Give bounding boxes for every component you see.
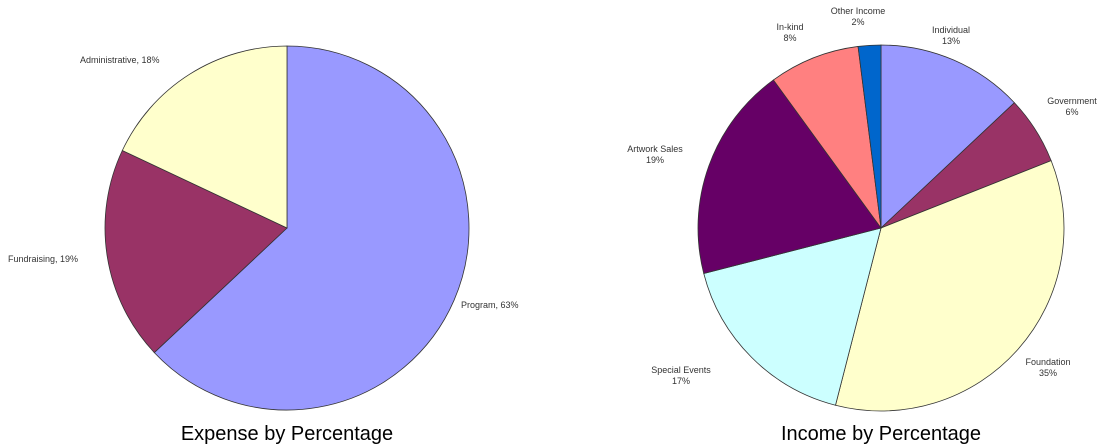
income-pie-chart: Individual 13% Government 6% Foundation 35% Sp… [627, 6, 1097, 445]
expense-chart-title: Expense by Percentage [181, 423, 393, 445]
expense-label-program: Program, 63% [461, 300, 519, 310]
income-chart-title: Income by Percentage [781, 423, 981, 445]
income-label-in-kind: In-kind 8% [776, 22, 803, 43]
income-slice-labels: Individual 13% Government 6% Foundation 35% Sp… [627, 6, 1097, 386]
income-label-government: Government 6% [1047, 96, 1097, 117]
expense-slice-program [153, 45, 470, 411]
income-label-foundation: Foundation 35% [1025, 357, 1070, 378]
expense-slice-fundraising [104, 149, 288, 354]
income-slice-in-kind [772, 45, 882, 229]
expense-pie-chart: Program, 63% Fundraising, 19% Administrati… [8, 45, 519, 445]
expense-label-fundraising: Fundraising, 19% [8, 254, 78, 264]
income-slice-foundation [835, 160, 1065, 412]
expense-slice-administrative [121, 45, 288, 229]
expense-slice-labels: Program, 63% Fundraising, 19% Administrati… [8, 55, 519, 310]
income-slices [697, 44, 1065, 412]
income-slice-artwork-sales [697, 79, 882, 274]
income-label-individual: Individual 13% [932, 25, 970, 46]
income-slice-other-income [857, 44, 882, 229]
income-label-other-income: Other Income 2% [831, 6, 886, 27]
income-slice-special-events [703, 227, 882, 406]
income-slice-individual [880, 44, 1015, 229]
income-label-special-events: Special Events 17% [651, 365, 711, 386]
expense-slices [104, 45, 470, 411]
expense-label-administrative: Administrative, 18% [80, 55, 160, 65]
income-label-artwork-sales: Artwork Sales 19% [627, 144, 683, 165]
